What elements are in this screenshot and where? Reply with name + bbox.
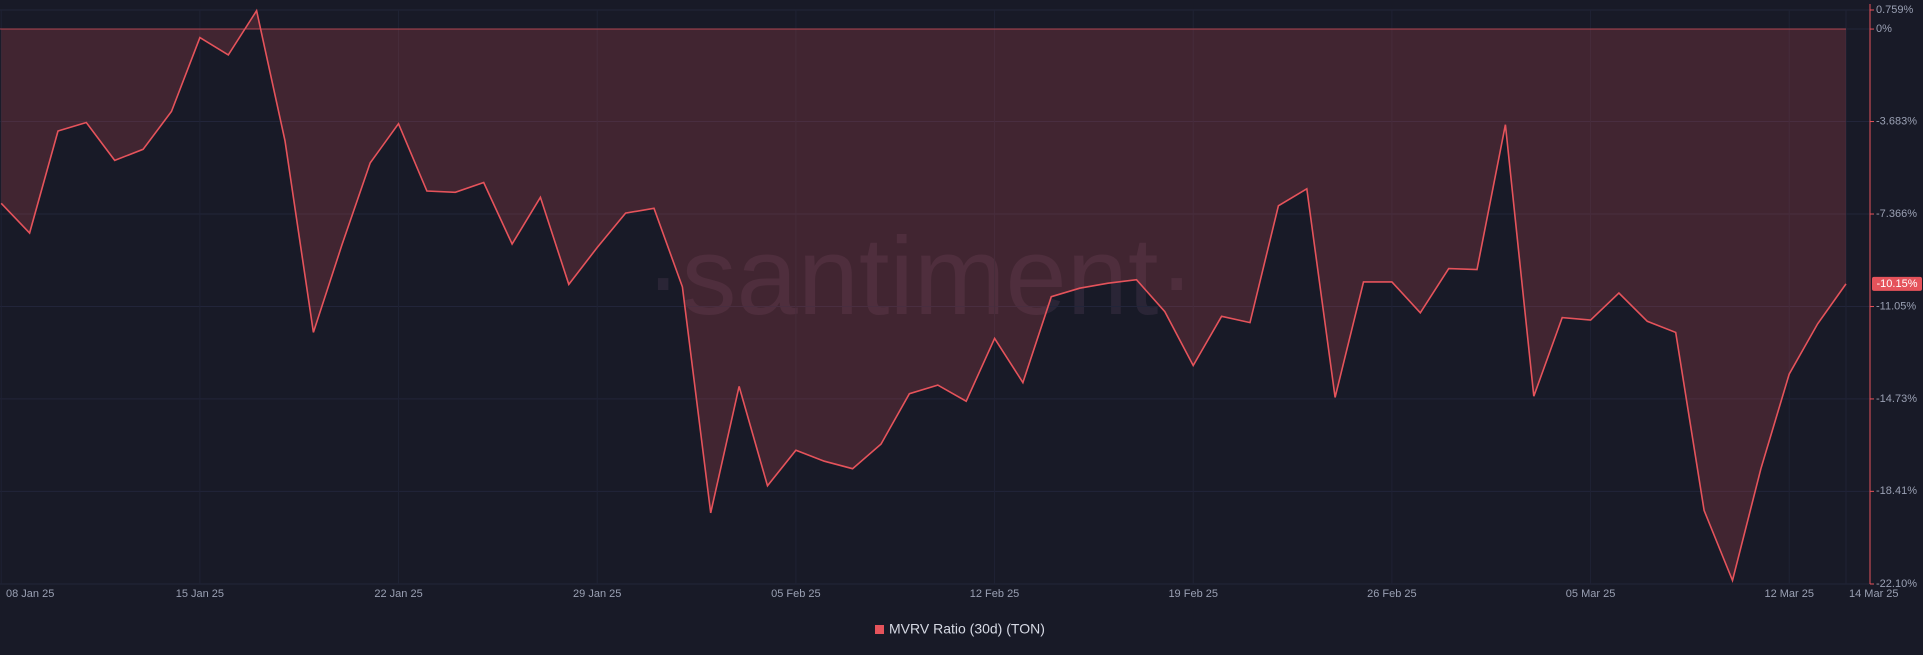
- y-tick-label: -11.05%: [1876, 300, 1916, 312]
- y-tick-label: -14.73%: [1876, 393, 1917, 405]
- value-label: -10.15%: [1877, 278, 1918, 290]
- y-tick-label: 0.759%: [1876, 4, 1914, 16]
- watermark: ·santiment·: [645, 215, 1195, 338]
- x-tick-label: 05 Feb 25: [771, 588, 821, 600]
- x-tick-label: 15 Jan 25: [176, 588, 224, 600]
- line: [0, 8, 1847, 584]
- x-tick-label: 29 Jan 25: [573, 588, 621, 600]
- y-tick-label: -7.366%: [1876, 208, 1917, 220]
- x-tick-label: 12 Mar 25: [1764, 588, 1814, 600]
- value-badge: [1872, 276, 1922, 291]
- x-tick-label: 05 Mar 25: [1566, 588, 1616, 600]
- y-tick-label: -3.683%: [1876, 115, 1917, 127]
- area: [1, 10, 1847, 581]
- x-tick-label: 19 Feb 25: [1168, 588, 1218, 600]
- x-tick-label: 08 Jan 25: [6, 588, 54, 600]
- x-tick-label: 26 Feb 25: [1367, 588, 1417, 600]
- x-tick-label: 22 Jan 25: [374, 588, 422, 600]
- legend-label: MVRV Ratio (30d) (TON): [889, 621, 1045, 637]
- y-tick-label: -18.41%: [1876, 485, 1917, 497]
- x-tick-label: 12 Feb 25: [970, 588, 1020, 600]
- y-tick-label: 0%: [1876, 23, 1892, 35]
- y-tick-label: -22.10%: [1876, 578, 1917, 590]
- legend-swatch: [875, 625, 884, 634]
- x-tick-label: 14 Mar 25: [1849, 588, 1899, 600]
